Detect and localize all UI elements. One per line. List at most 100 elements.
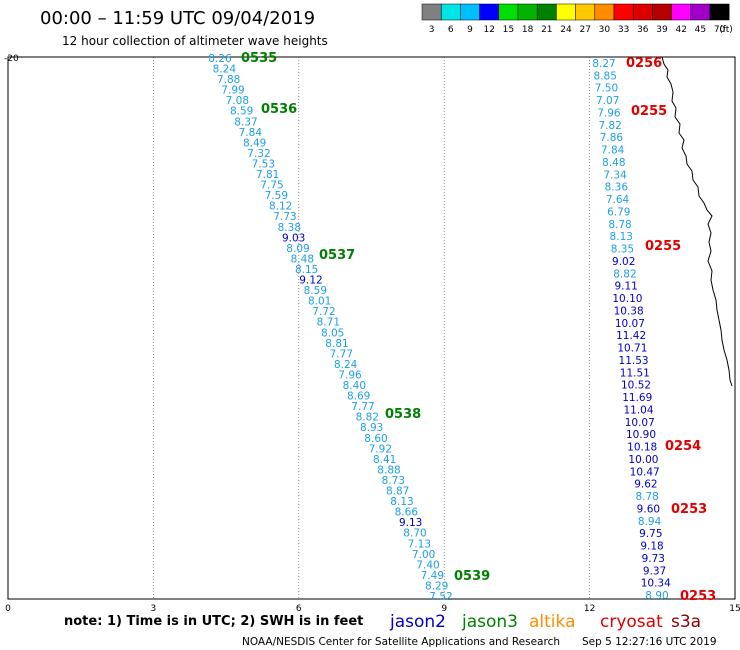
wave-height-label: 7.40	[416, 559, 439, 571]
wave-height-label: 8.38	[278, 222, 301, 234]
wave-height-label: 9.11	[614, 281, 637, 293]
legend-swatch	[594, 3, 615, 21]
wave-height-label: 7.07	[596, 95, 619, 107]
wave-height-label: 8.05	[321, 327, 344, 339]
wave-height-label: 8.40	[343, 380, 366, 392]
wave-height-label: 9.02	[612, 256, 635, 268]
legend-swatch	[613, 3, 634, 21]
wave-height-label: 8.60	[364, 433, 387, 445]
track-time-label: 0255	[645, 239, 681, 254]
wave-height-label: 8.49	[243, 137, 266, 149]
wave-height-label: 9.12	[299, 275, 322, 287]
legend-swatch	[498, 3, 519, 21]
legend-label: 18	[522, 25, 534, 35]
wave-height-label: 7.13	[408, 538, 431, 550]
wave-height-label: 8.71	[317, 317, 340, 329]
wave-height-label: 7.08	[226, 95, 249, 107]
wave-height-label: 10.90	[626, 429, 656, 441]
longitude-tick-label: 9	[441, 604, 447, 614]
legend-label: 33	[618, 25, 629, 35]
wave-height-label: 8.29	[425, 580, 448, 592]
wave-height-label: 11.51	[620, 367, 650, 379]
wave-height-label: 7.77	[351, 401, 374, 413]
wave-height-label: 8.24	[334, 359, 358, 371]
wave-height-label: 8.69	[347, 391, 370, 403]
footer-note: note: 1) Time is in UTC; 2) SWH is in fe…	[64, 614, 363, 629]
longitude-tick-label: 12	[584, 604, 595, 614]
wave-height-label: 11.42	[616, 330, 646, 342]
wave-height-label: 7.52	[429, 591, 452, 603]
legend-swatch	[575, 3, 596, 21]
wave-height-label: 7.99	[221, 85, 244, 97]
wave-height-label: 8.78	[635, 491, 658, 503]
longitude-labels: 0 3 6 9 12 15	[5, 604, 740, 614]
map-title: 00:00 – 11:59 UTC 09/04/2019	[40, 8, 315, 29]
legend-swatch	[440, 3, 461, 21]
wave-height-label: 8.66	[395, 507, 419, 519]
wave-height-label: 10.07	[615, 318, 645, 330]
legend-label: 9	[467, 25, 473, 35]
footer-timestamp: Sep 5 12:27:16 UTC 2019	[582, 636, 717, 648]
coastline	[661, 56, 733, 387]
legend-swatch	[632, 3, 653, 21]
map-subtitle: 12 hour collection of altimeter wave hei…	[62, 34, 328, 48]
wave-height-label: 7.88	[217, 74, 240, 86]
wave-height-label: 7.00	[412, 549, 435, 561]
wave-height-label: 8.48	[291, 253, 314, 265]
satellite-legend: jason2 jason3 altika cryosat s3a	[389, 612, 701, 632]
wave-height-label: 9.73	[642, 553, 665, 565]
wave-height-label: 11.69	[622, 392, 652, 404]
wave-height-label: 8.85	[594, 70, 617, 82]
legend-swatch	[460, 3, 480, 21]
wave-height-label: 8.87	[386, 486, 409, 498]
wave-height-color-scale: 3 6 9 12 15 18 21 24 27 30 33 36 39 42 45 70(ft)	[421, 3, 733, 35]
wave-height-label: 7.86	[600, 132, 624, 144]
wave-height-label: 11.04	[623, 404, 653, 416]
wave-height-label: 8.13	[390, 496, 413, 508]
legend-label: 27	[579, 25, 590, 35]
wave-height-label: 9.18	[640, 541, 663, 553]
wave-height-label: 9.75	[639, 528, 662, 540]
legend-label: 6	[448, 25, 454, 35]
legend-label: 30	[599, 25, 611, 35]
wave-height-label: 8.24	[213, 64, 237, 76]
wave-height-label: 7.96	[597, 107, 621, 119]
wave-height-label: 10.38	[614, 305, 644, 317]
wave-height-label: 8.48	[602, 157, 625, 169]
wave-height-label: 8.36	[605, 182, 629, 194]
wave-height-label: 10.18	[627, 442, 657, 454]
legend-swatch	[517, 3, 538, 21]
track-time-label: 0255	[631, 104, 667, 119]
wave-height-label: 8.13	[610, 231, 633, 243]
longitude-tick-label: 15	[729, 604, 740, 614]
legend-swatch	[479, 3, 500, 21]
track-time-label: 0539	[454, 569, 490, 584]
wave-height-label: 8.82	[356, 412, 379, 424]
satellite-name: s3a	[671, 612, 701, 632]
track-time-label: 0537	[319, 248, 355, 263]
legend-label: 39	[656, 25, 668, 35]
wave-height-label: 8.41	[373, 454, 396, 466]
wave-height-label: 7.53	[252, 158, 275, 170]
wave-height-label: 8.78	[608, 219, 631, 231]
wave-height-label: 7.49	[421, 570, 444, 582]
track-time-label: 0538	[385, 407, 421, 422]
satellite-name: altika	[529, 612, 576, 632]
wave-height-label: 10.10	[612, 293, 642, 305]
wave-height-label: 8.82	[613, 268, 636, 280]
latitude-labels: -20-22-24-26-28-30	[4, 54, 19, 64]
wave-height-label: 8.35	[611, 244, 634, 256]
wave-height-label: 10.07	[625, 417, 655, 429]
longitude-tick-label: 3	[151, 604, 157, 614]
legend-swatch	[671, 3, 692, 21]
legend-label: 24	[560, 25, 572, 35]
legend-swatch	[709, 3, 730, 21]
wave-height-label: 9.60	[637, 503, 660, 515]
wave-height-label: 7.81	[256, 169, 279, 181]
wave-height-label: 8.94	[638, 516, 662, 528]
legend-unit: (ft)	[719, 25, 733, 35]
legend-swatch	[690, 3, 711, 21]
jason3-track: 8.268.247.887.997.088.598.377.848.497.32…	[208, 51, 490, 603]
longitude-tick-label: 0	[5, 604, 11, 614]
